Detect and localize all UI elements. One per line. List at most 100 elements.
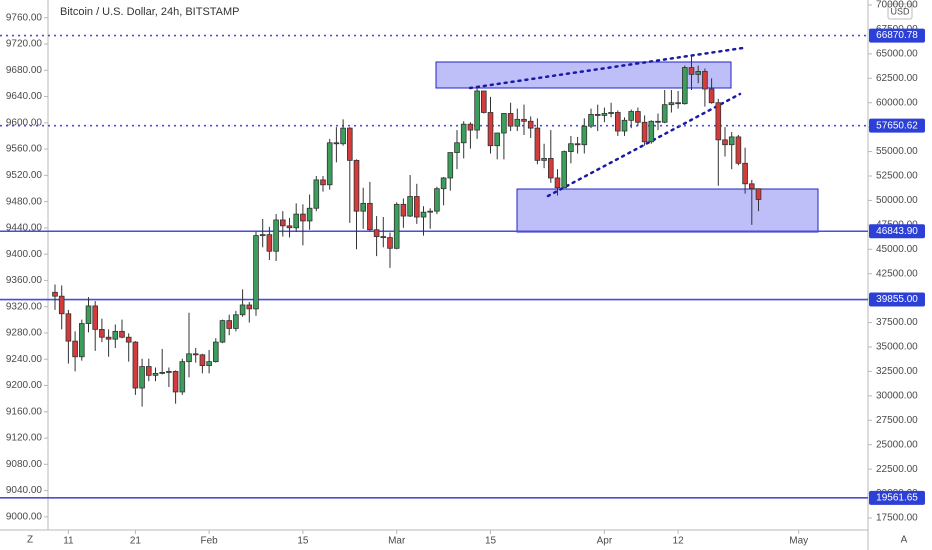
currency-box[interactable] [887,3,913,20]
x-tick-label: 11 [63,536,74,547]
candle-body [427,210,433,213]
candle-body [186,353,192,363]
candle-body [85,305,92,324]
candle-body [246,304,253,310]
y2-tick-label: 9680.00 [6,65,43,76]
candle-body [460,123,467,144]
candle-body [219,320,226,343]
candle-body [742,162,748,185]
drawings [435,46,819,233]
candle-body [259,234,266,237]
candle-body [641,121,648,143]
candle-body [212,341,219,363]
candle-body [346,127,353,161]
candle-body [608,112,614,114]
currency[interactable]: USD [890,6,910,16]
wedge-lower [546,92,742,198]
candle-body [206,361,212,366]
candle-body [286,225,293,229]
y2-tick-label: 9360.00 [6,275,43,286]
x-tick-label: 12 [673,536,685,547]
candle-body [534,127,541,161]
candle-body [119,330,125,338]
candle-body [601,113,608,116]
candle-body [367,202,373,231]
candle-body [521,118,527,122]
candle-body [387,237,393,249]
candle-body [65,313,72,342]
candle-body [474,90,480,131]
candle-body [199,354,206,366]
candle-body [293,213,299,229]
candle-body [266,234,273,252]
zoom-button[interactable]: Z [27,535,33,546]
y2-tick-label: 9280.00 [6,328,43,339]
x-tick-label: 15 [485,536,497,547]
candle-body [306,207,313,222]
candle-body [380,236,387,238]
y-tick-label: 60000.00 [876,97,918,108]
candle-body [568,143,574,152]
x-tick-label: Apr [597,536,613,547]
y2-tick-label: 9240.00 [6,354,43,365]
resistance-box [435,61,732,89]
candle-body [715,102,722,141]
candle-body [132,341,139,389]
candle-body [440,177,447,190]
candle-body [166,371,172,373]
y2-tick-label: 9400.00 [6,249,43,260]
candle-body [728,136,735,146]
candle-body [507,113,514,127]
candle-body [688,67,695,75]
candle-body [501,113,507,134]
candle-body [72,340,78,358]
y-tick-label: 45000.00 [876,244,918,255]
y-tick-label: 25000.00 [876,439,918,450]
candle-body [480,90,487,113]
price-level-label: 66870.78 [876,30,918,41]
candle-body [635,111,641,123]
candle-body [239,304,246,316]
candle-body [172,371,179,393]
x-tick-label: May [789,536,808,547]
candle-body [594,114,601,116]
y-tick-label: 22500.00 [876,464,918,475]
y-tick-label: 30000.00 [876,390,918,401]
y2-tick-label: 9200.00 [6,380,43,391]
candle-body [159,371,166,374]
candle-body [145,366,152,376]
candle-body [735,136,742,164]
candle-body [373,229,380,237]
candle-body [702,71,708,90]
y2-tick-label: 9080.00 [6,459,43,470]
y-tick-label: 55000.00 [876,146,918,157]
candle-body [79,323,85,358]
candle-body [434,188,440,212]
candle-body [574,143,581,146]
candle-body [548,158,554,179]
y-tick-label: 62500.00 [876,73,918,84]
chart-title: Bitcoin / U.S. Dollar, 24h, BITSTAMP [60,6,240,18]
candle-body [655,120,661,123]
candle-body [179,361,186,393]
price-level-label: 39855.00 [876,294,918,305]
candle-body [615,112,621,132]
candle-body [393,203,400,249]
support-box [516,188,819,233]
candle-body [273,219,279,252]
candle-body [749,183,755,190]
candle-body [554,177,561,189]
candle-body [722,139,728,146]
candle-body [413,196,420,218]
price-level-label: 19561.65 [876,492,918,503]
y2-tick-label: 9000.00 [6,512,43,523]
y2-tick-label: 9120.00 [6,433,43,444]
auto-button[interactable]: A [901,535,908,546]
price-level-tag [869,28,925,43]
y-tick-label: 65000.00 [876,48,918,59]
candle-body [682,67,688,105]
candle-body [668,102,675,106]
candle-body [152,372,159,376]
y2-tick-label: 9320.00 [6,301,43,312]
price-level-tag [869,490,925,505]
